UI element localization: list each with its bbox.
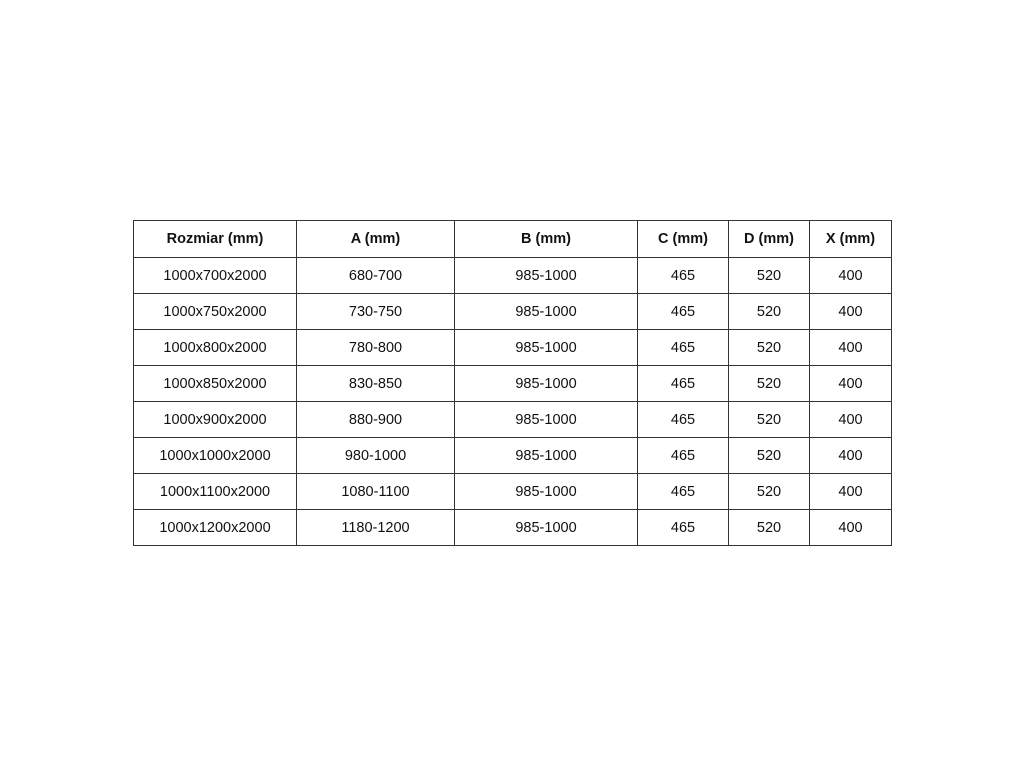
- column-header: A (mm): [296, 220, 455, 258]
- table-cell: 880-900: [296, 401, 455, 438]
- table-cell: 1000x1000x2000: [133, 437, 297, 474]
- table-cell: 830-850: [296, 365, 455, 402]
- table-cell: 1000x800x2000: [133, 329, 297, 366]
- table-cell: 465: [637, 509, 729, 546]
- table-cell: 1000x750x2000: [133, 293, 297, 330]
- table-cell: 520: [728, 509, 810, 546]
- table-cell: 520: [728, 437, 810, 474]
- table-cell: 520: [728, 293, 810, 330]
- column-header: C (mm): [637, 220, 729, 258]
- table-row: 1000x1100x2000 1080-1100 985-1000 465 520 400: [133, 473, 892, 510]
- table-cell: 1000x900x2000: [133, 401, 297, 438]
- table-cell: 520: [728, 473, 810, 510]
- table-cell: 985-1000: [454, 257, 638, 294]
- table-row: 1000x900x2000 880-900 985-1000 465 520 400: [133, 401, 892, 438]
- table-cell: 1180-1200: [296, 509, 455, 546]
- table-cell: 1080-1100: [296, 473, 455, 510]
- table-cell: 465: [637, 473, 729, 510]
- table-cell: 465: [637, 365, 729, 402]
- table-cell: 465: [637, 437, 729, 474]
- table-cell: 1000x850x2000: [133, 365, 297, 402]
- table-cell: 730-750: [296, 293, 455, 330]
- table-cell: 1000x700x2000: [133, 257, 297, 294]
- dimensions-table: Rozmiar (mm) A (mm) B (mm) C (mm) D (mm) X (m…: [133, 220, 892, 546]
- table-cell: 400: [809, 329, 892, 366]
- table-cell: 465: [637, 401, 729, 438]
- table-cell: 520: [728, 257, 810, 294]
- table-cell: 520: [728, 365, 810, 402]
- table-cell: 400: [809, 437, 892, 474]
- table-cell: 980-1000: [296, 437, 455, 474]
- table-row: 1000x850x2000 830-850 985-1000 465 520 400: [133, 365, 892, 402]
- table-cell: 985-1000: [454, 473, 638, 510]
- table-cell: 400: [809, 509, 892, 546]
- table-cell: 400: [809, 401, 892, 438]
- table-cell: 985-1000: [454, 329, 638, 366]
- table-cell: 400: [809, 293, 892, 330]
- table-cell: 780-800: [296, 329, 455, 366]
- table-cell: 1000x1200x2000: [133, 509, 297, 546]
- column-header: D (mm): [728, 220, 810, 258]
- table-cell: 465: [637, 329, 729, 366]
- table-cell: 400: [809, 473, 892, 510]
- table-cell: 520: [728, 329, 810, 366]
- table-cell: 985-1000: [454, 293, 638, 330]
- table-cell: 985-1000: [454, 509, 638, 546]
- table-row: 1000x1200x2000 1180-1200 985-1000 465 520 400: [133, 509, 892, 546]
- table-cell: 985-1000: [454, 365, 638, 402]
- table-cell: 400: [809, 365, 892, 402]
- table-header-row: Rozmiar (mm) A (mm) B (mm) C (mm) D (mm) X (m…: [133, 220, 892, 258]
- column-header: B (mm): [454, 220, 638, 258]
- column-header: X (mm): [809, 220, 892, 258]
- table-cell: 520: [728, 401, 810, 438]
- table-cell: 985-1000: [454, 437, 638, 474]
- column-header: Rozmiar (mm): [133, 220, 297, 258]
- table-row: 1000x800x2000 780-800 985-1000 465 520 400: [133, 329, 892, 366]
- table-cell: 400: [809, 257, 892, 294]
- table-cell: 985-1000: [454, 401, 638, 438]
- table-row: 1000x1000x2000 980-1000 985-1000 465 520 400: [133, 437, 892, 474]
- table-row: 1000x750x2000 730-750 985-1000 465 520 400: [133, 293, 892, 330]
- table-cell: 1000x1100x2000: [133, 473, 297, 510]
- table-cell: 680-700: [296, 257, 455, 294]
- table-cell: 465: [637, 257, 729, 294]
- table-row: 1000x700x2000 680-700 985-1000 465 520 400: [133, 257, 892, 294]
- table-cell: 465: [637, 293, 729, 330]
